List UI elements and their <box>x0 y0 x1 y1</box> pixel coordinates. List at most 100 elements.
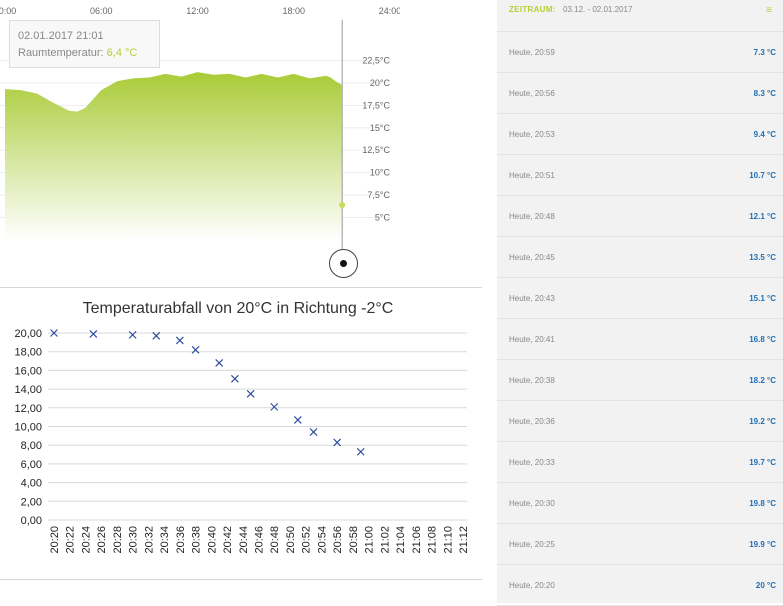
scatter-point <box>152 331 161 340</box>
reading-value: 13.5 °C <box>749 253 776 262</box>
reading-value: 18.2 °C <box>749 376 776 385</box>
reading-row[interactable]: Heute, 20:59 7.3 °C <box>497 32 783 73</box>
top-y-tick-label: 15°C <box>370 123 391 133</box>
reading-value: 7.3 °C <box>753 48 776 57</box>
reading-time: Heute, 20:51 <box>509 171 555 180</box>
scatter-x-tick-label: 20:20 <box>49 526 61 554</box>
scatter-x-tick-label: 20:24 <box>80 526 92 554</box>
reading-row[interactable]: Heute, 20:56 8.3 °C <box>497 73 783 114</box>
reading-value: 15.1 °C <box>749 294 776 303</box>
top-y-tick-label: 5°C <box>375 213 391 223</box>
scatter-point <box>333 438 342 447</box>
time-slider-handle[interactable] <box>329 249 358 278</box>
reading-row[interactable]: Heute, 20:33 19.7 °C <box>497 442 783 483</box>
scatter-x-tick-label: 20:56 <box>332 526 344 554</box>
chart-tooltip: 02.01.2017 21:01 Raumtemperatur: 6,4 °C <box>9 20 160 68</box>
scatter-x-tick-label: 21:02 <box>379 526 391 554</box>
reading-row[interactable]: Heute, 20:20 20 °C <box>497 565 783 606</box>
reading-value: 19.9 °C <box>749 540 776 549</box>
top-y-tick-label: 17,5°C <box>362 100 390 110</box>
scatter-point <box>270 402 279 411</box>
reading-row[interactable]: Heute, 20:51 10.7 °C <box>497 155 783 196</box>
reading-row[interactable]: Heute, 20:53 9.4 °C <box>497 114 783 155</box>
scatter-x-tick-label: 20:48 <box>269 526 281 554</box>
scatter-x-tick-label: 20:58 <box>348 526 360 554</box>
scatter-point <box>230 374 239 383</box>
scatter-y-tick-label: 6,00 <box>21 459 42 471</box>
top-x-tick-label: 12:00 <box>186 6 209 16</box>
reading-time: Heute, 20:25 <box>509 540 555 549</box>
scatter-y-tick-label: 8,00 <box>21 440 42 452</box>
scatter-point <box>89 330 98 338</box>
scatter-x-tick-label: 20:40 <box>206 526 218 554</box>
top-x-tick-label: 24:00 <box>379 6 400 16</box>
reading-row[interactable]: Heute, 20:43 15.1 °C <box>497 278 783 319</box>
scatter-x-tick-label: 20:32 <box>143 526 155 554</box>
scatter-plot: Temperaturabfall von 20°C in Richtung -2… <box>14 300 470 554</box>
period-label: ZEITRAUM: <box>509 5 556 14</box>
reading-time: Heute, 20:20 <box>509 581 555 590</box>
reading-row[interactable]: Heute, 20:48 12.1 °C <box>497 196 783 237</box>
reading-value: 12.1 °C <box>749 212 776 221</box>
tooltip-value: 6,4 °C <box>106 47 138 59</box>
reading-value: 19.2 °C <box>749 417 776 426</box>
scatter-x-tick-label: 21:08 <box>427 526 439 554</box>
scatter-x-tick-label: 20:22 <box>65 526 77 554</box>
period-range[interactable]: 03.12. - 02.01.2017 <box>563 5 633 14</box>
reading-value: 16.8 °C <box>749 335 776 344</box>
scatter-point <box>246 389 255 398</box>
reading-row[interactable]: Heute, 20:45 13.5 °C <box>497 237 783 278</box>
scatter-x-tick-label: 20:34 <box>159 526 171 554</box>
scatter-x-tick-label: 20:42 <box>222 526 234 554</box>
reading-value: 9.4 °C <box>753 130 776 139</box>
reading-value: 20 °C <box>755 581 776 590</box>
scatter-x-tick-label: 21:10 <box>442 526 454 554</box>
scatter-point <box>128 330 137 339</box>
reading-row[interactable]: Heute, 20:25 19.9 °C <box>497 524 783 565</box>
menu-icon[interactable]: ≡ <box>766 5 772 16</box>
scatter-x-tick-label: 20:36 <box>175 526 187 554</box>
scatter-x-tick-label: 20:52 <box>301 526 313 554</box>
reading-time: Heute, 20:41 <box>509 335 555 344</box>
panel-header: ZEITRAUM: 03.12. - 02.01.2017 ≡ <box>497 0 783 32</box>
scatter-x-tick-label: 20:54 <box>316 526 328 554</box>
reading-time: Heute, 20:48 <box>509 212 555 221</box>
reading-time: Heute, 20:56 <box>509 89 555 98</box>
reading-value: 8.3 °C <box>753 89 776 98</box>
reading-row[interactable]: Heute, 20:36 19.2 °C <box>497 401 783 442</box>
tooltip-label: Raumtemperatur: <box>18 47 104 59</box>
scatter-x-tick-label: 20:46 <box>254 526 266 554</box>
scatter-y-tick-label: 18,00 <box>14 347 42 359</box>
scatter-y-tick-label: 20,00 <box>14 328 42 340</box>
temperature-drop-chart: Temperaturabfall von 20°C in Richtung -2… <box>0 287 482 580</box>
scatter-x-tick-label: 21:04 <box>395 526 407 554</box>
scatter-y-tick-label: 10,00 <box>14 422 42 434</box>
tooltip-time: 02.01.2017 21:01 <box>18 30 104 42</box>
scatter-y-tick-label: 0,00 <box>21 515 42 527</box>
top-y-tick-label: 20°C <box>370 78 391 88</box>
reading-row[interactable]: Heute, 20:38 18.2 °C <box>497 360 783 401</box>
top-y-tick-label: 10°C <box>370 168 391 178</box>
reading-row[interactable]: Heute, 20:30 19.8 °C <box>497 483 783 524</box>
top-y-tick-label: 12,5°C <box>362 145 390 155</box>
scatter-point <box>293 416 302 424</box>
scatter-x-tick-label: 20:44 <box>238 526 250 554</box>
scatter-y-tick-label: 12,00 <box>14 403 42 415</box>
scatter-x-tick-label: 20:28 <box>112 526 124 554</box>
reading-time: Heute, 20:30 <box>509 499 555 508</box>
scatter-point <box>309 428 318 437</box>
reading-value: 19.7 °C <box>749 458 776 467</box>
top-y-tick-label: 22,5°C <box>362 55 390 65</box>
reading-value: 19.8 °C <box>749 499 776 508</box>
top-x-tick-label: 06:00 <box>90 6 113 16</box>
top-x-tick-label: 00:00 <box>0 6 16 16</box>
scatter-y-tick-label: 14,00 <box>14 384 42 396</box>
top-y-tick-label: 7,5°C <box>367 190 390 200</box>
reading-row[interactable]: Heute, 20:41 16.8 °C <box>497 319 783 360</box>
scatter-point <box>356 447 365 456</box>
scatter-x-tick-label: 21:12 <box>458 526 470 554</box>
tooltip-reading: Raumtemperatur: 6,4 °C <box>18 45 151 62</box>
scatter-x-tick-label: 20:26 <box>96 526 108 554</box>
reading-time: Heute, 20:43 <box>509 294 555 303</box>
handle-dot-icon <box>340 260 347 267</box>
